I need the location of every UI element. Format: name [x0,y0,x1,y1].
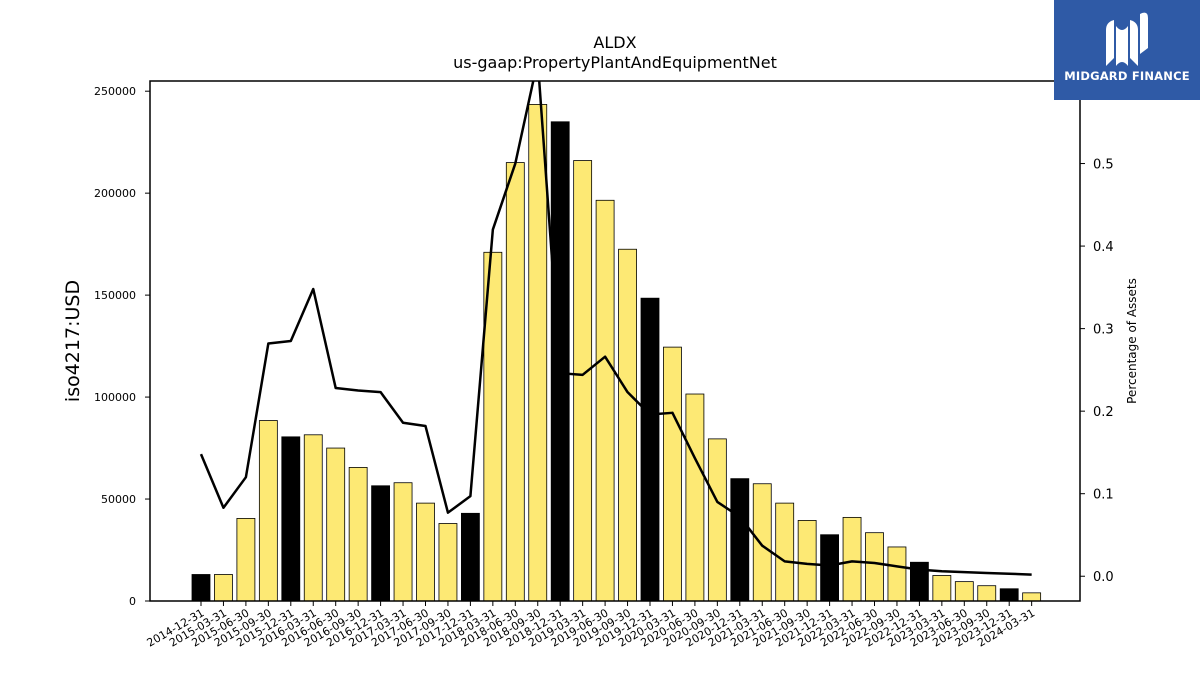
bar [820,534,839,602]
line-series [199,81,1032,576]
y2-tick-label: 0.2 [1093,405,1114,420]
bar [865,532,884,602]
chart-subtitle: us-gaap:PropertyPlantAndEquipmentNet [453,53,777,72]
bar [685,393,705,602]
bar [528,104,548,602]
bar [595,199,615,602]
y-tick-label: 0 [129,595,136,608]
y2-axis-label: Percentage of Assets [1125,278,1139,404]
percentage-line [199,81,1032,576]
bar-series [191,104,1042,602]
bar [887,546,907,602]
y2-tick-label: 0.3 [1093,323,1114,338]
y-tick-label: 200000 [94,187,136,200]
bar [618,248,637,602]
midgard-logo-icon [1106,12,1148,66]
chart-title: ALDX [593,33,636,52]
y2-tick-label: 0.0 [1093,570,1114,585]
bar [505,162,525,602]
bar [393,482,413,602]
y-axis-left: 0 50000 100000 150000 200000 250000 [94,85,150,608]
y-tick-label: 50000 [101,493,136,506]
bar [416,502,435,602]
bar [640,297,660,602]
bar [438,523,458,602]
y-axis-label: iso4217:USD [62,280,84,402]
y-tick-label: 250000 [94,85,136,98]
y2-tick-label: 0.4 [1093,240,1114,255]
bar [303,434,323,602]
y2-tick-label: 0.1 [1093,488,1114,503]
y-tick-label: 100000 [94,391,136,404]
bar [460,512,480,602]
bar [999,588,1019,602]
bar [348,467,368,602]
y-tick-label: 150000 [94,289,136,302]
bar [236,518,256,602]
brand-name: MIDGARD FINANCE [1064,69,1190,83]
bar [954,581,974,602]
bar [730,478,750,602]
bar [1022,592,1042,602]
y2-tick-label: 0.5 [1093,158,1114,173]
bar [663,346,682,602]
bar [842,516,862,602]
bar [371,485,391,602]
plot-frame [149,80,1081,602]
bar [977,585,997,602]
brand-logo: MIDGARD FINANCE [1054,0,1200,100]
bar [775,502,795,602]
bar [573,160,593,602]
bar [752,483,772,602]
bar [191,574,211,602]
bar [707,438,727,602]
bar [258,420,278,602]
bar [797,520,817,602]
bar [326,447,346,602]
y-axis-right: 0.0 0.1 0.2 0.3 0.4 0.5 [1080,158,1114,585]
bar [214,574,233,602]
x-axis: 2014-12-312015-03-312015-06-302015-09-30… [145,601,1037,650]
bar [281,436,301,602]
bar [932,575,952,602]
